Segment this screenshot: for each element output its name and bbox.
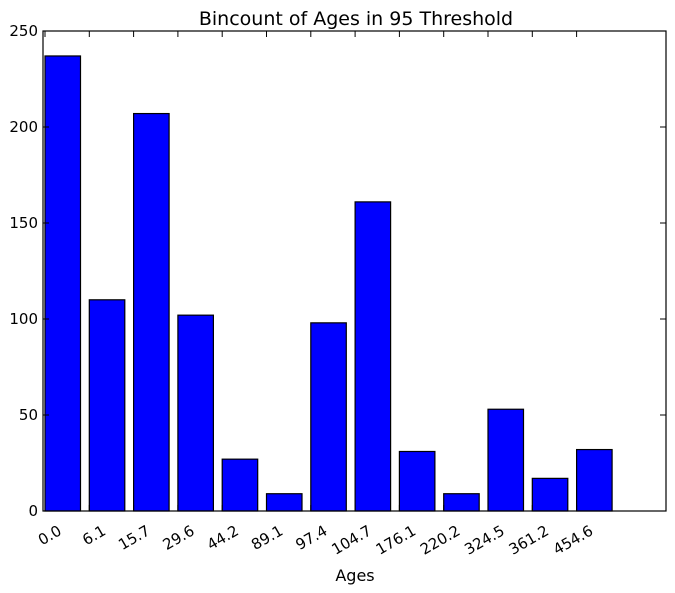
y-tick-label-3: 150 xyxy=(9,214,38,232)
x-tick-label-1: 6.1 xyxy=(79,522,109,550)
x-tick-label-10: 324.5 xyxy=(461,522,507,559)
x-tick-label-0: 0.0 xyxy=(35,522,65,550)
y-tick-label-4: 200 xyxy=(9,118,38,136)
bar-11 xyxy=(531,477,569,512)
y-tick-label-5: 250 xyxy=(9,22,38,40)
bar-2 xyxy=(133,112,170,512)
x-tick-label-9: 220.2 xyxy=(417,522,463,559)
y-tick-label-0: 0 xyxy=(28,502,38,520)
bar-3 xyxy=(177,314,214,512)
x-tick-label-11: 361.2 xyxy=(506,522,552,559)
y-tick-label-1: 50 xyxy=(19,406,38,424)
bar-0 xyxy=(44,55,82,512)
bar-8 xyxy=(398,450,436,512)
bar-5 xyxy=(265,493,303,512)
bar-1 xyxy=(88,299,126,512)
bar-10 xyxy=(487,408,525,512)
y-tick-label-2: 100 xyxy=(9,310,38,328)
x-tick-label-3: 29.6 xyxy=(160,522,198,554)
bar-6 xyxy=(310,322,347,512)
chart-title: Bincount of Ages in 95 Threshold xyxy=(199,8,513,30)
bar-9 xyxy=(443,493,480,512)
x-tick-label-5: 89.1 xyxy=(248,522,286,554)
x-tick-label-8: 176.1 xyxy=(373,522,419,559)
x-axis-label: Ages xyxy=(335,566,374,585)
bar-12 xyxy=(575,448,613,512)
x-tick-label-2: 15.7 xyxy=(115,522,153,554)
x-tick-label-4: 44.2 xyxy=(204,522,242,554)
bar-7 xyxy=(354,201,392,512)
x-tick-label-12: 454.6 xyxy=(550,522,596,559)
plot-frame xyxy=(42,30,667,512)
x-tick-label-6: 97.4 xyxy=(292,522,330,554)
bar-4 xyxy=(221,458,259,512)
x-tick-label-7: 104.7 xyxy=(329,522,375,559)
bars-layer xyxy=(44,55,613,512)
